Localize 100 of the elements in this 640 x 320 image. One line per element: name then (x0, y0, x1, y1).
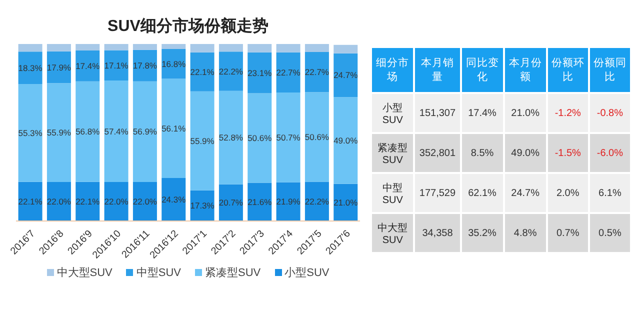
bar (132, 182, 157, 221)
category-label: 小型SUV (382, 102, 403, 126)
data-label: 22.2% (304, 196, 330, 206)
text: 0.5% (598, 228, 622, 238)
data-label: 52.8% (218, 132, 244, 143)
category-label: 中型SUV (382, 182, 403, 206)
data-label: 50.6% (248, 132, 272, 143)
category-label: 本月销量 (414, 47, 461, 93)
legend-label: 中型SUV (135, 266, 181, 280)
bar (46, 44, 71, 52)
bar (190, 44, 214, 52)
data-label: 55.3% (18, 128, 43, 138)
text: 35.2% (468, 228, 496, 238)
data-label: 22.1% (18, 196, 43, 206)
data-label: 21.0% (334, 197, 358, 208)
legend-label: 小型SUV (284, 266, 330, 280)
bar (104, 44, 128, 50)
bar (46, 182, 71, 221)
category-label: 份额同比 (588, 47, 631, 93)
data-label: 49.0% (334, 135, 358, 146)
bar (104, 50, 128, 80)
bar (162, 178, 186, 221)
text: 24.7% (511, 188, 540, 198)
text: -1.2% (554, 108, 581, 118)
data-label: 56.8% (76, 126, 100, 137)
bar (162, 78, 186, 178)
category-label: 细分市场 (371, 47, 414, 93)
data-label: 22.1% (190, 66, 215, 77)
bar (248, 52, 272, 94)
data-label: 22.1% (76, 196, 100, 206)
bar (218, 44, 243, 52)
data-label: 22.2% (218, 66, 244, 76)
category-label: 份额环比 (546, 47, 589, 93)
bar (248, 44, 272, 52)
bar (132, 81, 157, 182)
bar (304, 52, 329, 92)
data-label: 22.0% (104, 196, 129, 207)
text: 0.7% (556, 228, 580, 238)
bar (248, 182, 272, 221)
data-label: 56.9% (132, 126, 158, 137)
data-label: 56.1% (162, 123, 186, 134)
bar (218, 90, 243, 184)
text: 352,801 (419, 148, 456, 158)
bar (334, 97, 358, 184)
bar (248, 93, 272, 183)
category-label: 中大型SUV (378, 222, 408, 246)
bar (132, 44, 157, 50)
data-label: 22.7% (276, 67, 301, 78)
text: 17.4% (468, 108, 496, 118)
text: 177,529 (419, 188, 456, 198)
data-label: 18.3% (18, 62, 43, 73)
bar (18, 52, 42, 84)
text: 62.1% (468, 188, 496, 198)
bar (76, 50, 100, 82)
data-label: 21.6% (248, 196, 272, 207)
bar (18, 182, 42, 221)
bar (46, 51, 71, 84)
data-label: 22.0% (46, 196, 72, 207)
bar (218, 52, 243, 91)
bar (162, 44, 186, 49)
legend-label: 紧凑型SUV (204, 266, 261, 280)
data-label: 22.7% (304, 67, 330, 78)
text: 4.8% (514, 228, 537, 238)
bar (334, 53, 358, 98)
bar (190, 52, 214, 92)
bar (276, 44, 300, 52)
text: -0.8% (596, 108, 624, 118)
bar (46, 83, 71, 182)
text: 8.5% (470, 148, 494, 158)
bar (218, 184, 243, 221)
data-label: 24.3% (162, 194, 186, 204)
text: 34,358 (422, 228, 453, 238)
category-label: 本月份额 (504, 47, 547, 93)
bar (76, 182, 100, 221)
text: 21.0% (511, 108, 540, 118)
text: 151,307 (419, 108, 456, 118)
data-label: 17.9% (46, 62, 72, 72)
legend-label: 中大型SUV (56, 266, 112, 280)
bar (76, 44, 100, 51)
data-label: 17.8% (132, 60, 158, 71)
bar (190, 91, 214, 190)
bar (276, 92, 300, 182)
data-label: 16.8% (162, 58, 186, 69)
bar (304, 182, 329, 221)
bar (276, 52, 300, 92)
bar (76, 81, 100, 182)
bar (132, 50, 157, 82)
bar (304, 44, 329, 52)
data-label: 17.3% (190, 200, 215, 211)
bar (276, 182, 300, 221)
text: 6.1% (598, 188, 622, 198)
data-label: 57.4% (104, 126, 129, 136)
text: -1.5% (554, 148, 581, 158)
bar (334, 184, 358, 221)
chart-title: SUV细分市场份额走势 (106, 16, 270, 37)
bar (104, 182, 128, 221)
data-label: 55.9% (46, 128, 72, 138)
data-label: 17.4% (76, 60, 100, 71)
data-label: 20.7% (218, 198, 244, 208)
data-label: 21.9% (276, 196, 301, 207)
